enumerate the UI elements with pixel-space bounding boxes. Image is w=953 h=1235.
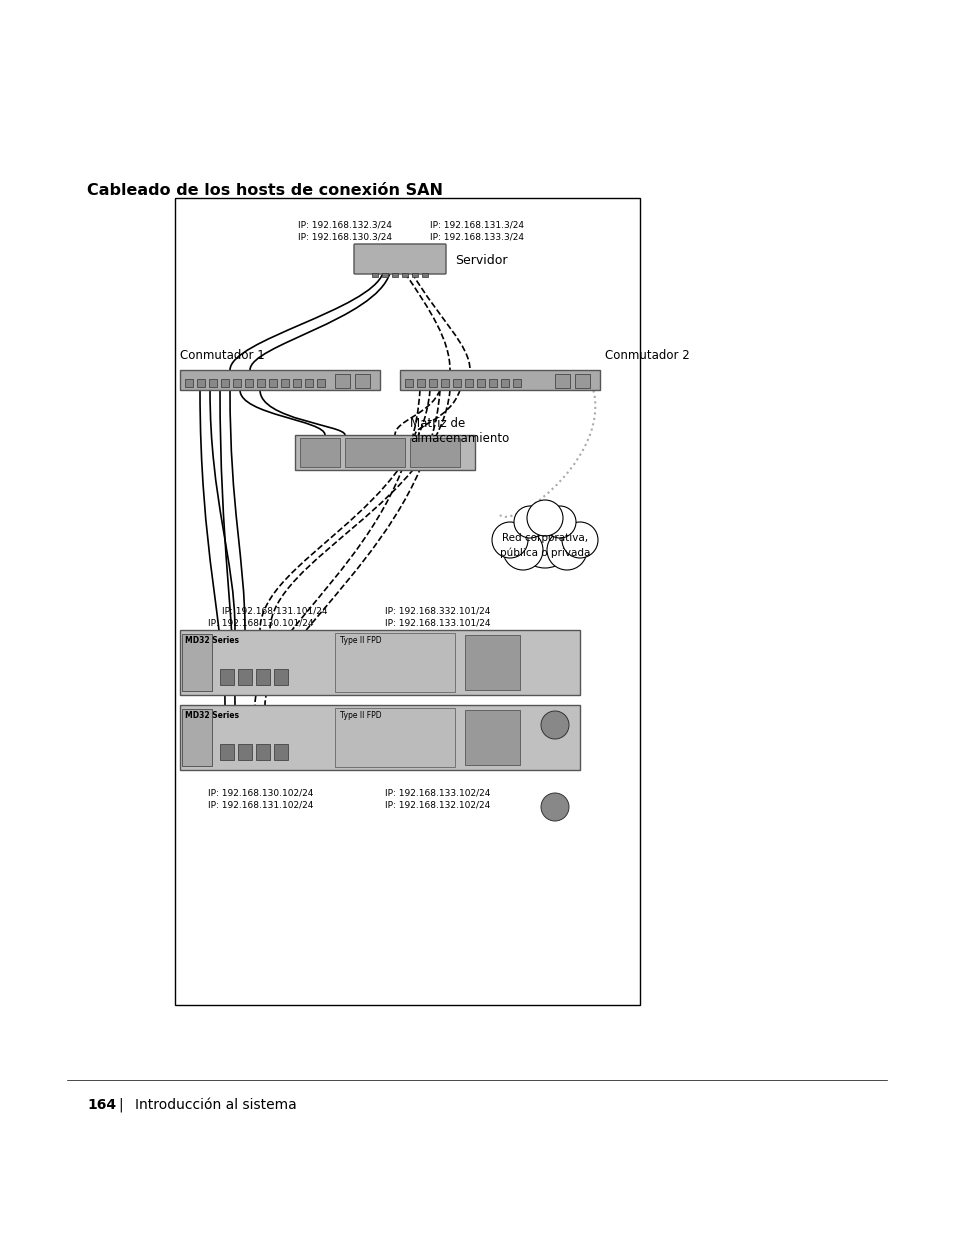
Bar (513, 379, 520, 387)
Text: pública o privada: pública o privada (499, 548, 590, 558)
Bar (401, 273, 408, 277)
Bar (392, 273, 397, 277)
Bar (221, 379, 229, 387)
Bar (174, 198, 639, 1005)
Bar (180, 630, 579, 695)
Bar (299, 438, 339, 467)
Bar (464, 635, 519, 690)
Bar (410, 438, 459, 467)
Bar (416, 379, 424, 387)
Bar (220, 743, 233, 760)
Circle shape (514, 506, 545, 538)
Text: IP: 192.168.133.102/24: IP: 192.168.133.102/24 (385, 788, 490, 797)
Bar (421, 273, 428, 277)
Text: IP: 192.168.133.101/24: IP: 192.168.133.101/24 (385, 618, 490, 627)
Circle shape (517, 513, 573, 568)
Bar (196, 379, 205, 387)
Bar (372, 273, 377, 277)
Bar (256, 379, 265, 387)
Bar (209, 379, 216, 387)
Text: Conmutador 1: Conmutador 1 (180, 350, 265, 362)
Text: IP: 192.168.132.102/24: IP: 192.168.132.102/24 (385, 800, 490, 809)
Bar (476, 379, 484, 387)
Circle shape (492, 522, 527, 558)
Bar (405, 379, 413, 387)
Bar (237, 743, 252, 760)
Bar (274, 669, 288, 685)
Text: Servidor: Servidor (455, 253, 507, 267)
Bar (293, 379, 301, 387)
Text: Type II FPD: Type II FPD (339, 711, 381, 720)
Circle shape (526, 500, 562, 536)
Bar (453, 379, 460, 387)
Bar (464, 710, 519, 764)
Text: IP: 192.168.131.101/24: IP: 192.168.131.101/24 (222, 606, 327, 615)
Circle shape (540, 793, 568, 821)
Bar (220, 669, 233, 685)
FancyBboxPatch shape (354, 245, 446, 274)
Bar (255, 669, 270, 685)
Text: 164: 164 (87, 1098, 116, 1112)
Text: IP: 192.168.130.101/24: IP: 192.168.130.101/24 (208, 618, 314, 627)
Bar (237, 669, 252, 685)
Circle shape (502, 530, 542, 571)
Bar (335, 634, 455, 692)
Text: IP: 192.168.130.102/24: IP: 192.168.130.102/24 (208, 788, 313, 797)
Bar (180, 705, 579, 769)
Text: Matriz de: Matriz de (410, 417, 465, 430)
Bar (274, 743, 288, 760)
Bar (335, 374, 350, 388)
Bar (500, 379, 509, 387)
Bar (305, 379, 313, 387)
Bar (316, 379, 325, 387)
Bar (412, 273, 417, 277)
Text: IP: 192.168.332.101/24: IP: 192.168.332.101/24 (385, 606, 490, 615)
Bar (399, 370, 599, 390)
Text: |: | (118, 1098, 123, 1113)
Bar (182, 634, 212, 692)
Bar (182, 709, 212, 766)
Bar (245, 379, 253, 387)
Bar (440, 379, 449, 387)
Bar (464, 379, 473, 387)
Bar (180, 370, 379, 390)
Bar (555, 374, 569, 388)
Text: IP: 192.168.133.3/24: IP: 192.168.133.3/24 (430, 233, 523, 242)
Bar (255, 743, 270, 760)
Text: IP: 192.168.130.3/24: IP: 192.168.130.3/24 (297, 233, 392, 242)
Bar (233, 379, 241, 387)
Text: Conmutador 2: Conmutador 2 (604, 350, 689, 362)
Bar (381, 273, 388, 277)
Text: Red corporativa,: Red corporativa, (501, 534, 587, 543)
Bar (345, 438, 405, 467)
Text: almacenamiento: almacenamiento (410, 432, 509, 445)
Bar (575, 374, 589, 388)
Text: Introducción al sistema: Introducción al sistema (135, 1098, 296, 1112)
Text: IP: 192.168.131.102/24: IP: 192.168.131.102/24 (208, 800, 313, 809)
Text: MD32 Series: MD32 Series (185, 711, 239, 720)
Text: Type II FPD: Type II FPD (339, 636, 381, 645)
Bar (185, 379, 193, 387)
Bar (355, 374, 370, 388)
Circle shape (540, 711, 568, 739)
Text: IP: 192.168.131.3/24: IP: 192.168.131.3/24 (430, 221, 523, 230)
Bar (335, 708, 455, 767)
Bar (269, 379, 276, 387)
Bar (294, 435, 475, 471)
Circle shape (561, 522, 598, 558)
Bar (429, 379, 436, 387)
Circle shape (546, 530, 586, 571)
Bar (489, 379, 497, 387)
Circle shape (543, 506, 576, 538)
Text: Cableado de los hosts de conexión SAN: Cableado de los hosts de conexión SAN (87, 183, 442, 198)
Text: MD32 Series: MD32 Series (185, 636, 239, 645)
Text: IP: 192.168.132.3/24: IP: 192.168.132.3/24 (297, 221, 392, 230)
Bar (281, 379, 289, 387)
